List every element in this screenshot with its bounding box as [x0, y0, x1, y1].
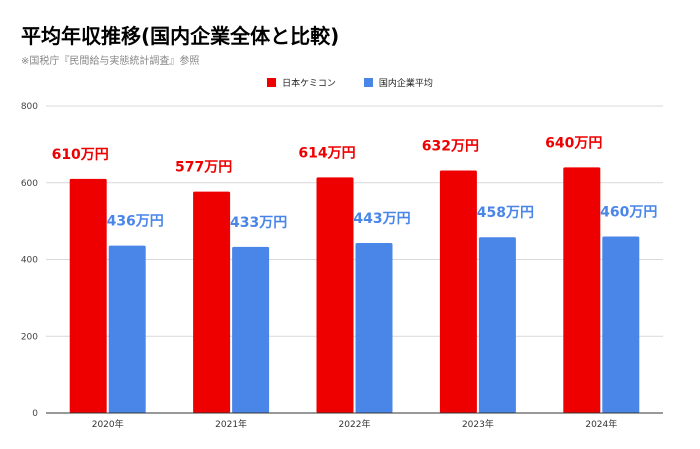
- data-label: 640万円: [545, 135, 602, 151]
- legend-item-series-1: 日本ケミコン: [267, 76, 336, 89]
- x-tick-label: 2024年: [585, 418, 617, 430]
- y-tick-label: 600: [21, 179, 38, 189]
- legend-label-series-2: 国内企業平均: [378, 79, 433, 89]
- x-tick-label: 2020年: [92, 418, 124, 430]
- legend-swatch-red: [267, 78, 277, 87]
- bar: [316, 177, 354, 413]
- bar: [232, 246, 270, 413]
- data-label: 614万円: [298, 145, 355, 161]
- data-label: 632万円: [422, 138, 479, 154]
- bar: [108, 245, 146, 413]
- legend: 日本ケミコン 国内企業平均: [0, 76, 700, 89]
- bar: [69, 178, 107, 413]
- y-tick-label: 0: [32, 409, 38, 419]
- data-label: 610万円: [52, 147, 109, 163]
- bar: [439, 170, 477, 413]
- data-label: 443万円: [353, 211, 410, 227]
- chart-subtitle: ※国税庁『民間給与実態統計調査』参照: [21, 56, 200, 67]
- data-label: 436万円: [107, 214, 164, 230]
- bar: [563, 167, 601, 413]
- y-tick-label: 800: [21, 102, 38, 112]
- data-label: 458万円: [477, 205, 534, 221]
- bar: [602, 236, 640, 413]
- bar: [478, 237, 516, 413]
- chart-title: 平均年収推移(国内企業全体と比較): [21, 24, 340, 48]
- data-label: 577万円: [175, 160, 232, 176]
- legend-item-series-2: 国内企業平均: [363, 76, 433, 89]
- x-tick-label: 2022年: [339, 418, 371, 430]
- x-tick-label: 2021年: [215, 418, 247, 430]
- data-label: 460万円: [600, 204, 657, 220]
- bar: [193, 191, 231, 413]
- data-label: 433万円: [230, 215, 287, 231]
- bar: [355, 242, 393, 413]
- y-tick-label: 400: [21, 256, 38, 266]
- x-tick-label: 2023年: [462, 418, 494, 430]
- legend-label-series-1: 日本ケミコン: [282, 79, 336, 89]
- y-tick-label: 200: [21, 332, 38, 342]
- legend-swatch-blue: [363, 78, 373, 87]
